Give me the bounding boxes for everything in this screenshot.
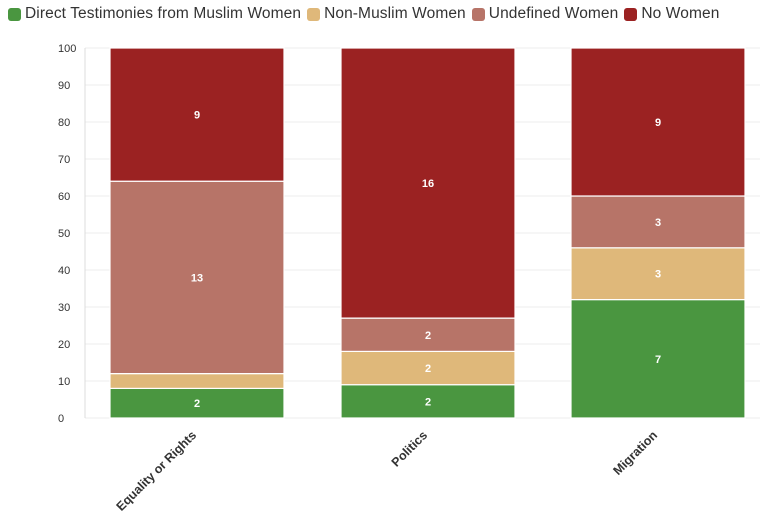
data-label: 3 (655, 269, 661, 281)
data-label: 2 (425, 363, 431, 375)
data-label: 13 (191, 272, 203, 284)
y-tick-label: 50 (58, 228, 70, 240)
bar-segment (109, 180, 285, 375)
legend-label-undefined-women: Undefined Women (488, 5, 619, 22)
bar-segment (570, 247, 746, 301)
y-tick-label: 60 (58, 191, 70, 203)
legend-label-non-muslim-women: Non-Muslim Women (324, 5, 466, 22)
data-label: 16 (422, 178, 434, 190)
data-label: 3 (655, 217, 661, 229)
x-category-label: Equality or Rights (114, 428, 200, 514)
bar-segment (570, 47, 746, 197)
y-tick-label: 0 (58, 413, 64, 425)
y-tick-label: 80 (58, 117, 70, 129)
y-tick-label: 10 (58, 376, 70, 388)
bar-segment (340, 317, 516, 353)
bar-segment (109, 387, 285, 419)
y-tick-label: 40 (58, 265, 70, 277)
legend-label-direct-testimonies: Direct Testimonies from Muslim Women (25, 5, 302, 22)
legend-item-direct-testimonies[interactable]: Direct Testimonies from Muslim Women (8, 5, 301, 23)
bar-segment (109, 373, 285, 390)
bar-segment (340, 350, 516, 386)
data-label: 9 (655, 117, 661, 129)
y-tick-label: 30 (58, 302, 70, 314)
y-tick-label: 100 (58, 43, 76, 55)
data-label: 2 (194, 398, 200, 410)
y-tick-label: 20 (58, 339, 70, 351)
legend-item-undefined-women[interactable]: Undefined Women (471, 5, 619, 23)
legend-swatch-non-muslim-women (307, 7, 321, 21)
data-label: 9 (194, 110, 200, 122)
bar-segment (109, 47, 285, 182)
x-category-label: Migration (610, 428, 660, 478)
legend-swatch-undefined-women (471, 7, 485, 21)
bar-segment (340, 384, 516, 419)
data-label: 2 (425, 330, 431, 342)
y-tick-label: 90 (58, 80, 70, 92)
legend: Direct Testimonies from Muslim Women Non… (8, 5, 725, 23)
legend-label-no-women: No Women (641, 5, 720, 22)
data-label: 2 (425, 396, 431, 408)
bar-segment (340, 47, 516, 319)
legend-item-no-women[interactable]: No Women (624, 5, 719, 23)
x-category-label: Politics (389, 428, 430, 469)
bar-segment (570, 299, 746, 419)
data-label: 7 (655, 354, 661, 366)
legend-swatch-no-women (624, 7, 638, 21)
y-tick-label: 70 (58, 154, 70, 166)
legend-item-non-muslim-women[interactable]: Non-Muslim Women (307, 5, 466, 23)
legend-swatch-direct-testimonies (8, 7, 21, 21)
